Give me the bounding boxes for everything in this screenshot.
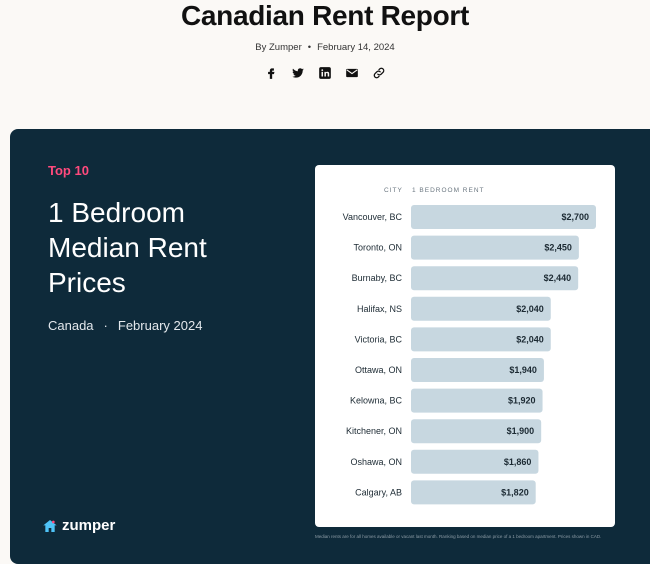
footnote: Median rents are for all homes available… xyxy=(315,534,602,539)
rent-value-label: $1,920 xyxy=(508,396,536,406)
city-label: Kelowna, BC xyxy=(350,396,403,406)
headline-line: Prices xyxy=(48,267,126,298)
rent-bar xyxy=(411,419,542,444)
rent-value-label: $1,940 xyxy=(509,365,537,375)
mail-icon[interactable] xyxy=(345,66,359,80)
city-label: Vancouver, BC xyxy=(343,212,403,222)
city-label: Oshawa, ON xyxy=(350,457,402,467)
rent-bar xyxy=(411,449,539,474)
rent-value-label: $2,450 xyxy=(544,243,572,253)
city-label: Toronto, ON xyxy=(353,243,402,253)
rent-value-label: $1,860 xyxy=(504,457,532,467)
zumper-logo[interactable]: zumper xyxy=(42,517,115,534)
publish-date: February 14, 2024 xyxy=(317,42,395,53)
rent-value-label: $2,040 xyxy=(516,304,544,314)
city-label: Kitchener, ON xyxy=(346,426,402,436)
card-subline: Canada · February 2024 xyxy=(48,318,202,333)
rent-bar xyxy=(411,358,544,382)
twitter-icon[interactable] xyxy=(291,66,305,80)
column-header-rent: 1 BEDROOM RENT xyxy=(412,187,485,194)
rent-bar xyxy=(411,266,579,291)
city-label: Victoria, BC xyxy=(355,334,403,344)
rent-value-label: $2,700 xyxy=(561,212,589,222)
page-title: Canadian Rent Report xyxy=(180,0,470,31)
share-bar xyxy=(0,66,650,80)
rent-bar xyxy=(411,327,551,352)
logo-text: zumper xyxy=(62,517,116,534)
rent-value-label: $2,440 xyxy=(544,273,572,283)
separator-dot: · xyxy=(103,318,108,333)
linkedin-icon[interactable] xyxy=(318,66,332,80)
author[interactable]: By Zumper xyxy=(255,42,302,53)
headline-line: 1 Bedroom xyxy=(48,197,185,228)
rent-bar xyxy=(411,235,579,260)
rent-value-label: $2,040 xyxy=(516,334,544,344)
rent-value-label: $1,900 xyxy=(507,426,535,436)
facebook-icon[interactable] xyxy=(264,66,278,80)
rent-bar xyxy=(411,388,543,413)
eyebrow-label: Top 10 xyxy=(48,163,89,178)
link-icon[interactable] xyxy=(372,66,386,80)
period-label: February 2024 xyxy=(117,318,203,333)
house-icon xyxy=(43,519,57,532)
rent-bar xyxy=(411,205,596,229)
rent-bar xyxy=(411,296,551,321)
rent-report-card: Top 10 1 Bedroom Median Rent Prices Cana… xyxy=(10,129,650,564)
city-label: Halifax, NS xyxy=(357,304,402,314)
region-label: Canada xyxy=(48,318,94,333)
city-label: Calgary, AB xyxy=(355,487,402,497)
separator-dot: • xyxy=(307,42,312,53)
card-headline: 1 Bedroom Median Rent Prices xyxy=(48,195,268,300)
city-label: Ottawa, ON xyxy=(355,365,402,375)
bar-chart: Vancouver, BC $2,700 Toronto, ON $2,450 Burn… xyxy=(343,205,596,505)
column-header-city: CITY xyxy=(384,187,403,194)
rent-bar xyxy=(411,480,536,505)
rent-value-label: $1,820 xyxy=(501,487,529,497)
chart-panel: CITY 1 BEDROOM RENT Vancouver, BC $2,700 T… xyxy=(315,165,615,527)
headline-line: Median Rent xyxy=(48,232,207,263)
byline: By Zumper • February 14, 2024 xyxy=(0,42,650,53)
city-label: Burnaby, BC xyxy=(352,273,403,283)
